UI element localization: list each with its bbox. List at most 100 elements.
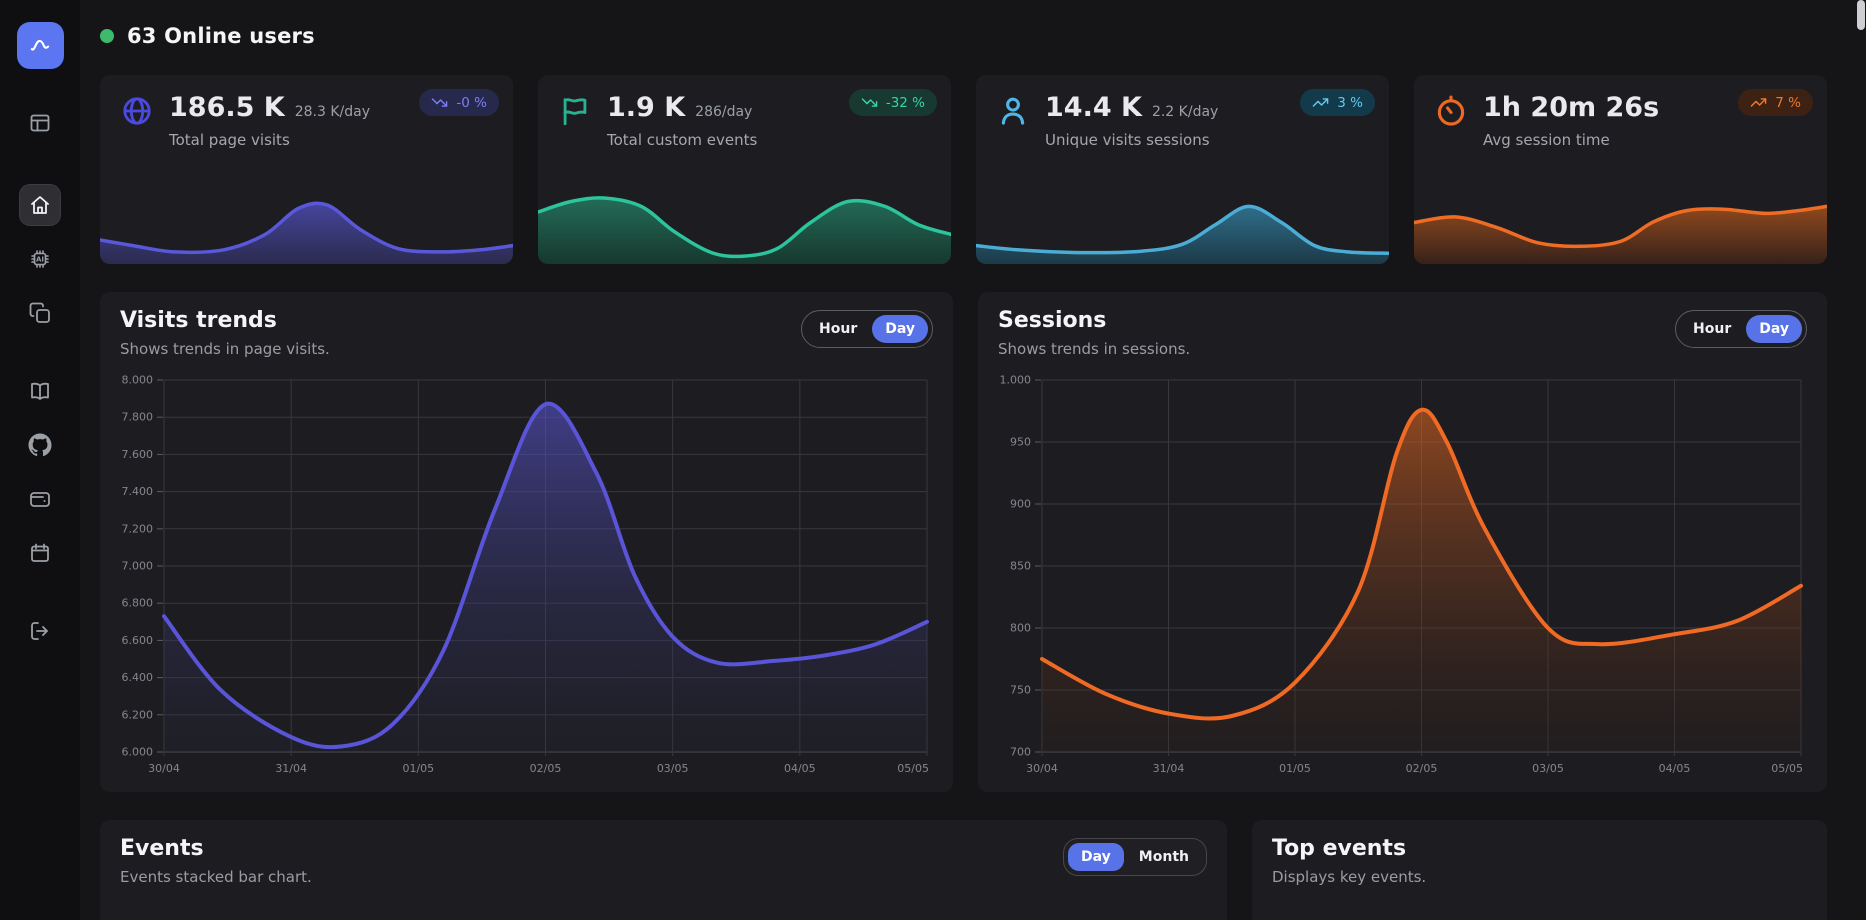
trend-badge: 3 % xyxy=(1300,89,1375,116)
trending-up-icon xyxy=(1312,98,1329,107)
svg-text:6.600: 6.600 xyxy=(122,634,154,647)
svg-text:7.400: 7.400 xyxy=(122,485,154,498)
bottom-panels-row: Events Events stacked bar chart. Day Mon… xyxy=(100,820,1827,920)
calendar-icon xyxy=(31,543,49,562)
sidebar-item-calendar[interactable] xyxy=(20,533,60,573)
toggle-day-button[interactable]: Day xyxy=(872,315,928,343)
stat-per-day: 286/day xyxy=(695,104,753,120)
stat-cards-row: 186.5 K 28.3 K/day Total page visits -0 … xyxy=(100,75,1827,264)
stat-card-head: 14.4 K 2.2 K/day Unique visits sessions xyxy=(976,75,1389,149)
online-status-dot xyxy=(100,29,114,43)
stat-label: Avg session time xyxy=(1483,131,1610,149)
stat-card-avg-session-time[interactable]: 1h 20m 26s Avg session time 7 % xyxy=(1414,75,1827,264)
sidebar-item-ai[interactable]: AI xyxy=(20,239,60,279)
sparkline-total-custom-events xyxy=(538,196,951,264)
svg-text:7.600: 7.600 xyxy=(122,448,154,461)
stat-card-total-page-visits[interactable]: 186.5 K 28.3 K/day Total page visits -0 … xyxy=(100,75,513,264)
svg-text:8.000: 8.000 xyxy=(122,374,154,387)
svg-text:04/05: 04/05 xyxy=(784,762,816,775)
stat-card-head: 186.5 K 28.3 K/day Total page visits xyxy=(100,75,513,149)
stat-card-head: 1.9 K 286/day Total custom events xyxy=(538,75,951,149)
panel-title: Top events xyxy=(1271,836,1407,861)
app-logo[interactable] xyxy=(16,22,64,69)
panel-title: Events xyxy=(120,836,204,861)
svg-text:7.000: 7.000 xyxy=(122,560,154,573)
toggle-hour-button[interactable]: Hour xyxy=(1680,315,1744,343)
sidebar-item-logout[interactable] xyxy=(20,611,60,651)
svg-text:6.400: 6.400 xyxy=(122,671,154,684)
globe-icon xyxy=(120,94,154,128)
trending-up-icon xyxy=(1750,98,1767,107)
stat-card-total-custom-events[interactable]: 1.9 K 286/day Total custom events -32 % xyxy=(538,75,951,264)
sidebar-item-docs[interactable] xyxy=(20,371,60,411)
sidebar-item-home[interactable] xyxy=(20,185,60,225)
timer-icon xyxy=(1434,94,1468,128)
github-icon xyxy=(28,433,52,457)
sparkline-unique-visits-sessions xyxy=(976,204,1389,264)
stat-card-unique-visits-sessions[interactable]: 14.4 K 2.2 K/day Unique visits sessions … xyxy=(976,75,1389,264)
panel-title: Sessions xyxy=(998,308,1107,333)
sidebar-item-github[interactable] xyxy=(20,425,60,465)
panel-subtitle: Shows trends in page visits. xyxy=(120,340,330,358)
svg-text:6.200: 6.200 xyxy=(122,708,154,721)
stat-value: 14.4 K xyxy=(1045,92,1142,123)
sessions-chart[interactable]: 700 750 800 850 900 950 1.000 30/04 31/04 01/05 02… xyxy=(998,370,1807,782)
trend-badge: -0 % xyxy=(419,89,499,116)
svg-text:950: 950 xyxy=(1010,436,1031,449)
main-content: 63 Online users 186.5 K 28.3 K/day Total… xyxy=(80,0,1866,920)
svg-text:30/04: 30/04 xyxy=(1026,762,1058,775)
stat-card-head: 1h 20m 26s Avg session time xyxy=(1414,75,1827,149)
svg-text:850: 850 xyxy=(1010,560,1031,573)
home-icon xyxy=(31,196,49,214)
svg-text:30/04: 30/04 xyxy=(148,762,180,775)
stat-per-day: 2.2 K/day xyxy=(1151,104,1219,120)
top-events-panel: Top events Displays key events. xyxy=(1251,820,1827,920)
sidebar-item-billing[interactable] xyxy=(20,479,60,519)
ai-chip-icon: AI xyxy=(31,250,49,268)
trend-badge-value: 7 % xyxy=(1775,94,1801,111)
online-users-row: 63 Online users xyxy=(100,24,1827,48)
sessions-panel: Sessions Shows trends in sessions. Hour … xyxy=(978,292,1827,792)
sparkline-avg-session-time xyxy=(1414,204,1827,264)
sparkline-total-page-visits xyxy=(100,201,513,264)
copy-icon xyxy=(29,302,50,323)
svg-text:01/05: 01/05 xyxy=(402,762,434,775)
svg-text:1.000: 1.000 xyxy=(1000,374,1032,387)
visits-trends-chart[interactable]: 6.000 6.200 6.400 6.600 6.800 7.000 7.200 7.400… xyxy=(120,370,933,782)
svg-text:900: 900 xyxy=(1010,498,1031,511)
stat-label: Unique visits sessions xyxy=(1045,131,1210,149)
toggle-day-button[interactable]: Day xyxy=(1746,315,1802,343)
sidebar-item-dashboard[interactable] xyxy=(20,103,60,143)
svg-text:31/04: 31/04 xyxy=(1153,762,1185,775)
trending-down-icon xyxy=(432,98,448,107)
svg-text:03/05: 03/05 xyxy=(657,762,689,775)
svg-text:03/05: 03/05 xyxy=(1532,762,1564,775)
page-scrollbar[interactable] xyxy=(1855,0,1866,920)
trend-badge-value: -32 % xyxy=(885,94,925,111)
trend-badge: -32 % xyxy=(848,89,937,116)
trend-badge: 7 % xyxy=(1738,89,1813,116)
panel-subtitle: Displays key events. xyxy=(1271,868,1427,886)
svg-text:AI: AI xyxy=(36,256,44,264)
panel-subtitle: Events stacked bar chart. xyxy=(120,868,312,886)
svg-text:04/05: 04/05 xyxy=(1659,762,1691,775)
layout-icon xyxy=(30,114,50,132)
toggle-month-button[interactable]: Month xyxy=(1126,843,1202,871)
panel-title: Visits trends xyxy=(120,308,277,333)
trending-down-icon xyxy=(861,98,878,107)
svg-text:7.200: 7.200 xyxy=(122,522,154,535)
logout-icon xyxy=(31,622,48,640)
toggle-day-button[interactable]: Day xyxy=(1068,843,1124,871)
svg-text:7.800: 7.800 xyxy=(122,411,154,424)
events-panel: Events Events stacked bar chart. Day Mon… xyxy=(100,820,1227,920)
hour-day-toggle: Hour Day xyxy=(801,310,933,348)
trend-badge-value: -0 % xyxy=(456,94,487,111)
online-users-label: 63 Online users xyxy=(127,24,315,48)
pulse-curve-logo-icon xyxy=(30,39,50,51)
stat-value: 1h 20m 26s xyxy=(1483,92,1660,123)
sidebar: AI xyxy=(0,0,80,920)
scrollbar-thumb[interactable] xyxy=(1857,0,1865,30)
sidebar-item-projects[interactable] xyxy=(20,293,60,333)
svg-text:750: 750 xyxy=(1010,684,1031,697)
toggle-hour-button[interactable]: Hour xyxy=(806,315,870,343)
